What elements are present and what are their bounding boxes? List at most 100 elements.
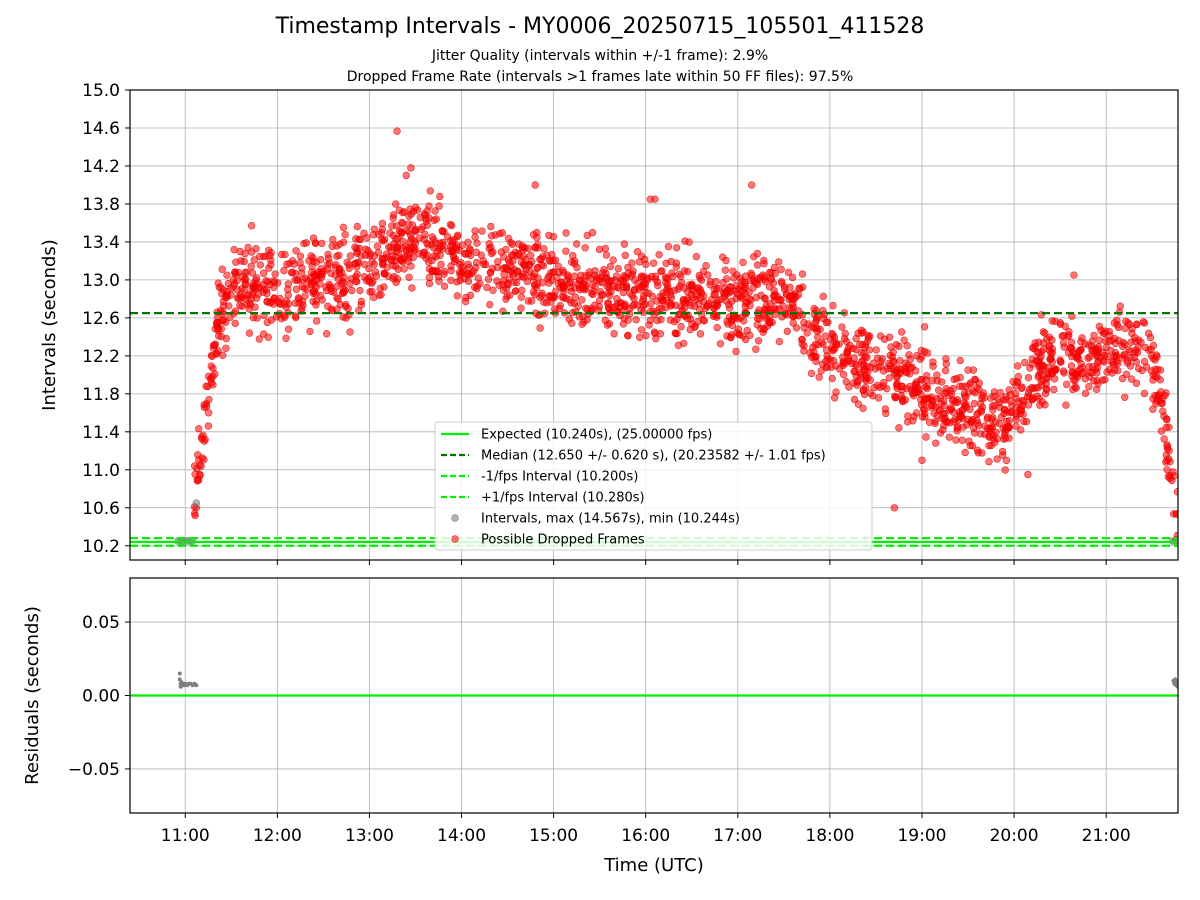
dropped-frame-point <box>885 333 894 341</box>
dropped-frame-point <box>609 256 617 264</box>
dropped-frame-point <box>428 233 437 241</box>
dropped-frame-point <box>798 270 807 278</box>
dropped-frame-point <box>621 302 629 310</box>
dropped-frame-point <box>1088 369 1096 377</box>
dropped-frame-point <box>639 302 647 310</box>
x-tick-label: 16:00 <box>621 826 670 846</box>
dropped-frame-point <box>1046 346 1054 355</box>
y-tick-label: 13.8 <box>82 195 120 215</box>
x-tick-label: 19:00 <box>897 826 946 846</box>
dropped-frame-point <box>654 281 662 290</box>
dropped-frame-point <box>642 260 650 269</box>
x-tick-label: 20:00 <box>990 826 1039 846</box>
dropped-frame-point <box>363 234 371 242</box>
dropped-frame-point <box>967 379 975 387</box>
dropped-frame-point <box>213 318 221 327</box>
dropped-frame-point <box>291 312 300 320</box>
dropped-frame-point <box>712 277 720 286</box>
dropped-frame-point <box>351 259 360 268</box>
dropped-frame-point <box>1024 401 1033 409</box>
dropped-frame-point <box>487 222 495 231</box>
dropped-frame-point <box>236 301 244 310</box>
dropped-frame-point <box>904 412 912 420</box>
dropped-frame-point <box>1063 380 1071 389</box>
dropped-frame-point <box>499 264 507 273</box>
dropped-frame-point <box>974 449 982 457</box>
legend-label: +1/fps Interval (10.280s) <box>481 491 645 506</box>
dropped-frame-point <box>722 275 731 283</box>
dropped-frame-point <box>789 319 797 327</box>
dropped-frame-point <box>1026 364 1034 372</box>
dropped-frame-point <box>666 302 675 310</box>
dropped-frame-point <box>632 316 640 324</box>
dropped-frame-point <box>254 290 263 298</box>
dropped-frame-point <box>953 398 961 407</box>
dropped-frame-point <box>716 340 725 348</box>
dropped-frame-point <box>657 304 666 312</box>
dropped-frame-point <box>214 347 223 355</box>
dropped-frame-point <box>222 318 230 326</box>
y-tick-label: 10.6 <box>82 499 120 519</box>
dropped-frame-point <box>421 230 429 239</box>
dropped-frame-point <box>922 433 930 441</box>
dropped-frame-point <box>376 284 384 293</box>
dropped-frame-point <box>406 237 414 246</box>
dropped-frame-point <box>921 395 929 403</box>
dropped-frame-point <box>1160 435 1168 443</box>
dropped-frame-point <box>928 377 936 385</box>
dropped-frame-point <box>332 261 340 269</box>
dropped-frame-point <box>207 362 215 370</box>
dropped-frame-point <box>1007 408 1015 417</box>
dropped-frame-point <box>269 277 277 285</box>
dropped-frame-point <box>933 371 941 379</box>
dropped-frame-point <box>966 441 974 450</box>
dropped-frame-point <box>267 260 275 269</box>
dropped-frame-point <box>606 262 615 271</box>
dropped-frame-point <box>405 273 413 282</box>
dropped-frame-point <box>777 265 785 274</box>
dropped-frame-point <box>553 273 561 281</box>
dropped-frame-point <box>353 270 361 279</box>
dropped-frame-point <box>753 274 762 283</box>
dropped-frame-point <box>374 230 383 238</box>
dropped-frame-point <box>655 250 663 259</box>
y-tick-label: 11.4 <box>82 423 120 443</box>
dropped-frame-point <box>1037 377 1045 386</box>
dropped-frame-point <box>910 412 918 421</box>
dropped-frame-point <box>688 280 696 289</box>
dropped-frame-point <box>630 286 639 295</box>
dropped-frame-point <box>1125 320 1134 329</box>
dropped-frame-point <box>1127 375 1136 383</box>
x-tick-label: 14:00 <box>437 826 486 846</box>
dropped-frame-point <box>620 240 629 248</box>
dropped-frame-point <box>672 244 681 252</box>
dropped-frame-point <box>459 266 468 275</box>
dropped-frame-point <box>658 267 666 275</box>
dropped-frame-point <box>325 280 333 289</box>
dropped-frame-point <box>204 422 213 430</box>
dropped-frame-point <box>633 248 642 256</box>
dropped-frame-point <box>1024 389 1033 397</box>
axis-ticks: 11:00 12:00 13:00 14:00 15:00 16:00 17:00 18:00… <box>22 81 1131 876</box>
dropped-frame-point <box>1039 345 1048 353</box>
dropped-frame-point <box>309 287 318 296</box>
dropped-frame-point <box>732 347 740 356</box>
dropped-frame-point <box>355 244 364 253</box>
dropped-frame-point <box>893 372 901 381</box>
residual-point <box>177 671 182 676</box>
dropped-frame-point <box>1130 353 1139 362</box>
dropped-frame-point <box>341 230 349 239</box>
dropped-frame-point <box>346 252 355 260</box>
dropped-frame-point <box>514 249 522 258</box>
dropped-frame-point <box>897 365 905 374</box>
dropped-frame-point <box>747 269 755 278</box>
dropped-frame-point <box>292 247 300 255</box>
y-tick-label: 14.6 <box>82 119 120 139</box>
dropped-frame-point <box>263 289 271 298</box>
dropped-frame-point <box>431 207 439 215</box>
dropped-frame-point <box>754 337 763 345</box>
dropped-frame-point <box>512 287 520 295</box>
dropped-frame-point <box>1070 376 1078 384</box>
dropped-frame-point <box>284 325 293 333</box>
